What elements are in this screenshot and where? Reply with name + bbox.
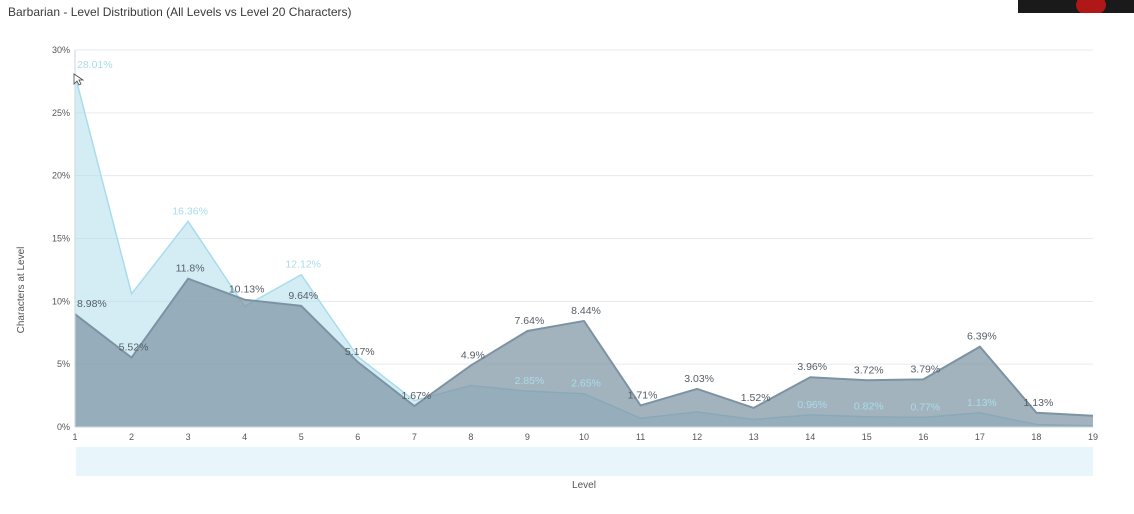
data-label: 3.03% bbox=[684, 373, 714, 385]
series-areas bbox=[74, 74, 1094, 428]
data-label: 5.17% bbox=[345, 346, 375, 358]
x-tick-label: 12 bbox=[692, 432, 702, 442]
data-label: 3.96% bbox=[797, 361, 827, 373]
data-label: 1.13% bbox=[1024, 397, 1054, 409]
data-label: 1.13% bbox=[967, 397, 997, 409]
data-label: 11.8% bbox=[176, 263, 205, 275]
y-tick-label: 5% bbox=[57, 359, 70, 369]
data-label: 0.96% bbox=[797, 399, 827, 411]
data-label: 6.39% bbox=[967, 331, 997, 343]
data-label: 2.65% bbox=[571, 378, 601, 390]
data-label: 8.44% bbox=[571, 305, 601, 317]
x-tick-label: 18 bbox=[1031, 432, 1041, 442]
x-tick-label: 1 bbox=[72, 432, 77, 442]
data-label: 8.98% bbox=[77, 298, 107, 310]
x-tick-label: 17 bbox=[975, 432, 985, 442]
data-label: 7.64% bbox=[515, 315, 545, 327]
data-label: 0.82% bbox=[854, 401, 884, 413]
x-tick-label: 10 bbox=[579, 432, 589, 442]
data-label: 1.67% bbox=[401, 390, 431, 402]
x-tick-label: 4 bbox=[242, 432, 247, 442]
axes bbox=[74, 50, 1093, 428]
data-label: 3.72% bbox=[854, 364, 884, 376]
x-tick-label: 5 bbox=[299, 432, 304, 442]
y-axis-title: Characters at Level bbox=[16, 247, 27, 334]
x-tick-label: 19 bbox=[1088, 432, 1098, 442]
data-label: 2.85% bbox=[515, 375, 545, 387]
chart-title: Barbarian - Level Distribution (All Leve… bbox=[8, 5, 352, 19]
x-tick-label: 13 bbox=[749, 432, 759, 442]
x-tick-label: 15 bbox=[862, 432, 872, 442]
data-label: 4.9% bbox=[461, 349, 485, 361]
data-label: 0.77% bbox=[910, 401, 940, 413]
data-label: 12.12% bbox=[285, 259, 321, 271]
data-label: 5.52% bbox=[119, 342, 149, 354]
y-tick-label: 25% bbox=[52, 108, 70, 118]
data-label: 10.13% bbox=[229, 284, 265, 296]
cursor-icon bbox=[73, 73, 85, 86]
x-tick-label: 9 bbox=[525, 432, 530, 442]
y-tick-label: 20% bbox=[52, 171, 70, 181]
data-label: 16.36% bbox=[172, 205, 208, 217]
data-labels: 28.01% 16.36% 12.12% 2.85% 2.65% 0.96% 0.82% 0.… bbox=[77, 59, 1053, 413]
y-tick-label: 0% bbox=[57, 422, 70, 432]
x-tick-label: 11 bbox=[636, 432, 645, 442]
data-label: 1.71% bbox=[628, 390, 658, 402]
data-label: 3.79% bbox=[910, 363, 940, 375]
x-tick-label: 2 bbox=[129, 432, 134, 442]
x-tick-label: 14 bbox=[805, 432, 815, 442]
x-tick-label: 7 bbox=[412, 432, 417, 442]
x-tick-label: 8 bbox=[468, 432, 473, 442]
x-axis-title: Level bbox=[572, 480, 596, 491]
y-tick-label: 15% bbox=[52, 234, 70, 244]
x-tick-label: 6 bbox=[355, 432, 360, 442]
tick-labels: 0%5%10%15%20%25%30%1 2 3 4 5 6 7 8 9 10 11 12 13 14 15… bbox=[52, 45, 1098, 442]
data-label: 28.01% bbox=[77, 59, 113, 71]
zoom-slider[interactable] bbox=[76, 447, 1093, 476]
series-area bbox=[75, 278, 1093, 427]
y-tick-label: 30% bbox=[52, 45, 70, 55]
data-label: 1.52% bbox=[741, 392, 771, 404]
video-thumbnail bbox=[1018, 0, 1134, 13]
y-tick-label: 10% bbox=[52, 296, 70, 306]
series-line bbox=[74, 277, 1094, 417]
data-label: 9.64% bbox=[288, 290, 318, 302]
x-tick-label: 3 bbox=[186, 432, 191, 442]
x-tick-label: 16 bbox=[918, 432, 928, 442]
